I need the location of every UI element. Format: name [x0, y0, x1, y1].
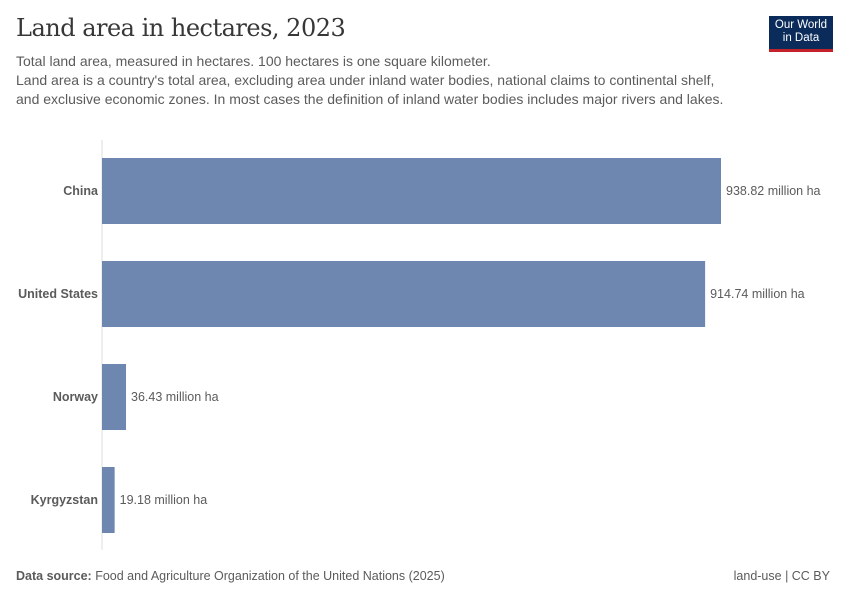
category-label: Kyrgyzstan: [31, 493, 98, 507]
bar[interactable]: [102, 467, 115, 533]
logo-text: Our World: [774, 19, 828, 31]
bar[interactable]: [102, 364, 127, 430]
license[interactable]: land-use | CC BY: [733, 569, 830, 583]
chart-subtitle: Total land area, measured in hectares. 1…: [16, 52, 736, 109]
subtitle-line: Land area is a country's total area, exc…: [16, 72, 724, 107]
logo-text: in Data: [782, 32, 820, 44]
bar[interactable]: [102, 261, 706, 327]
category-label: China: [63, 184, 99, 198]
bar[interactable]: [102, 158, 721, 224]
category-label: United States: [18, 287, 98, 301]
source-text[interactable]: Food and Agriculture Organization of the…: [95, 569, 445, 583]
owid-logo[interactable]: Our World in Data: [769, 16, 833, 52]
subtitle-line: Total land area, measured in hectares. 1…: [16, 53, 491, 69]
data-source: Data source: Food and Agriculture Organi…: [16, 569, 445, 583]
data-label: 938.82 million ha: [726, 184, 821, 198]
chart-title: Land area in hectares, 2023: [16, 14, 346, 42]
data-label: 36.43 million ha: [131, 390, 219, 404]
data-label: 19.18 million ha: [120, 493, 208, 507]
category-label: Norway: [53, 390, 98, 404]
data-label: 914.74 million ha: [710, 287, 805, 301]
source-label: Data source:: [16, 569, 92, 583]
